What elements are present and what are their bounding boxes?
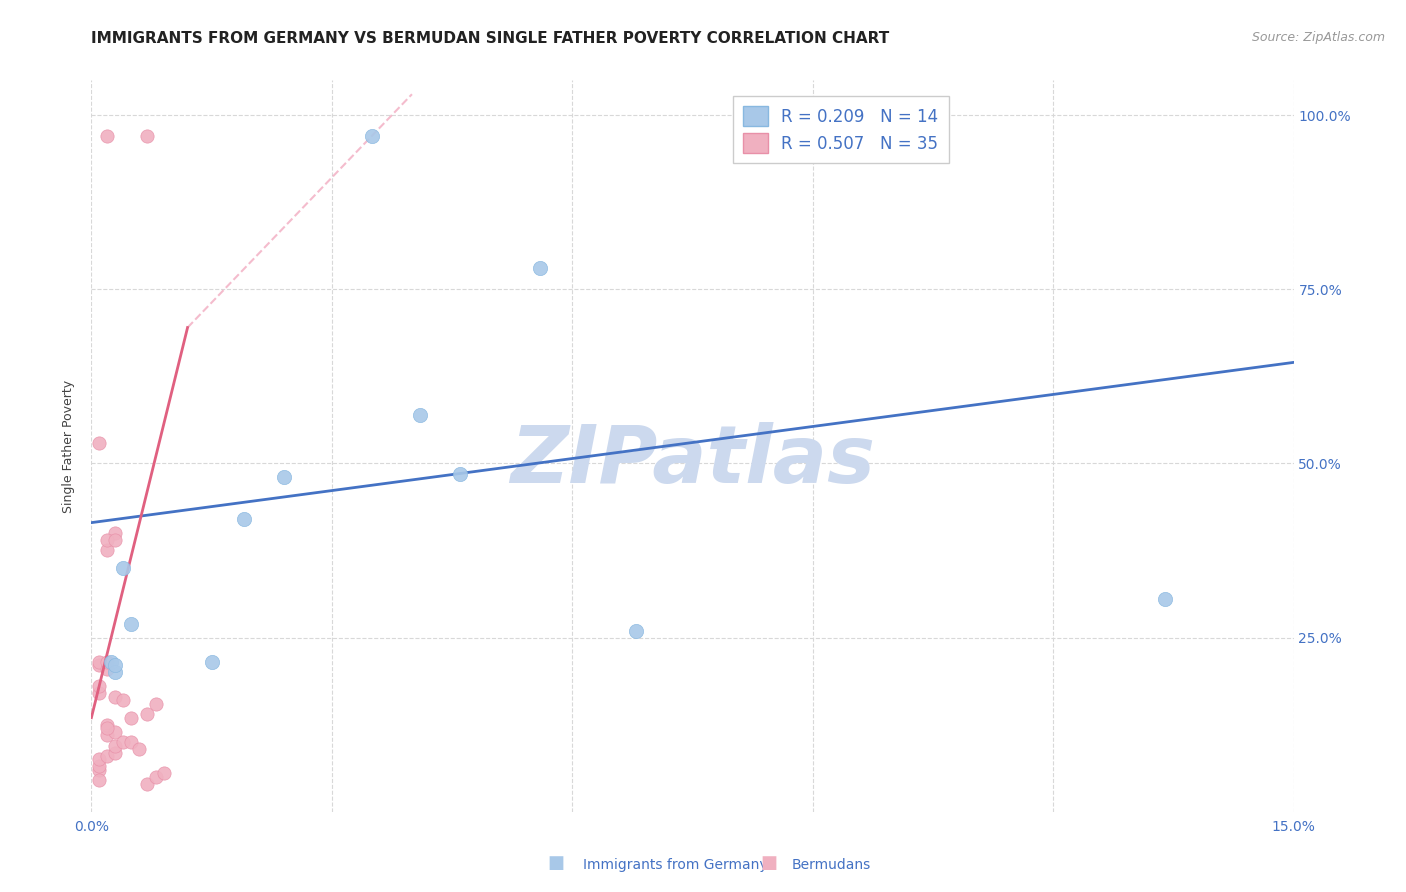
Point bbox=[96, 721, 118, 735]
Text: Source: ZipAtlas.com: Source: ZipAtlas.com bbox=[1251, 31, 1385, 45]
Point bbox=[529, 261, 551, 276]
Point bbox=[89, 763, 111, 777]
Point bbox=[89, 435, 111, 450]
Point bbox=[96, 533, 118, 547]
Text: ■: ■ bbox=[547, 855, 564, 872]
Point bbox=[626, 624, 648, 638]
Point bbox=[100, 655, 122, 669]
Point bbox=[104, 526, 127, 541]
Point bbox=[409, 408, 432, 422]
Point bbox=[145, 697, 167, 711]
Point bbox=[104, 665, 127, 680]
Point bbox=[89, 658, 111, 673]
Point bbox=[96, 728, 118, 742]
Point bbox=[104, 724, 127, 739]
Point bbox=[89, 679, 111, 693]
Point bbox=[104, 533, 127, 547]
Point bbox=[152, 766, 174, 780]
Point bbox=[96, 655, 118, 669]
Point bbox=[136, 128, 159, 143]
Point bbox=[273, 470, 295, 484]
Text: IMMIGRANTS FROM GERMANY VS BERMUDAN SINGLE FATHER POVERTY CORRELATION CHART: IMMIGRANTS FROM GERMANY VS BERMUDAN SING… bbox=[91, 31, 890, 46]
Point bbox=[1154, 592, 1177, 607]
Text: ■: ■ bbox=[761, 855, 778, 872]
Y-axis label: Single Father Poverty: Single Father Poverty bbox=[62, 379, 75, 513]
Point bbox=[104, 658, 127, 673]
Point bbox=[96, 749, 118, 764]
Point bbox=[104, 690, 127, 704]
Point bbox=[112, 561, 135, 575]
Legend: R = 0.209   N = 14, R = 0.507   N = 35: R = 0.209 N = 14, R = 0.507 N = 35 bbox=[733, 96, 949, 163]
Point bbox=[145, 770, 167, 784]
Point bbox=[232, 512, 254, 526]
Text: Bermudans: Bermudans bbox=[792, 858, 870, 872]
Point bbox=[121, 711, 143, 725]
Point bbox=[96, 717, 118, 731]
Point bbox=[112, 693, 135, 707]
Point bbox=[112, 735, 135, 749]
Point bbox=[89, 752, 111, 766]
Point bbox=[89, 759, 111, 773]
Point bbox=[360, 128, 382, 143]
Point bbox=[104, 746, 127, 760]
Point bbox=[96, 128, 118, 143]
Text: ZIPatlas: ZIPatlas bbox=[510, 422, 875, 500]
Point bbox=[128, 742, 150, 756]
Point bbox=[201, 655, 224, 669]
Point bbox=[136, 777, 159, 791]
Point bbox=[121, 616, 143, 631]
Point bbox=[449, 467, 471, 481]
Point bbox=[89, 773, 111, 788]
Text: Immigrants from Germany: Immigrants from Germany bbox=[583, 858, 768, 872]
Point bbox=[89, 686, 111, 700]
Point bbox=[136, 707, 159, 722]
Point bbox=[121, 735, 143, 749]
Point bbox=[89, 655, 111, 669]
Point bbox=[96, 662, 118, 676]
Point bbox=[96, 543, 118, 558]
Point bbox=[104, 739, 127, 753]
